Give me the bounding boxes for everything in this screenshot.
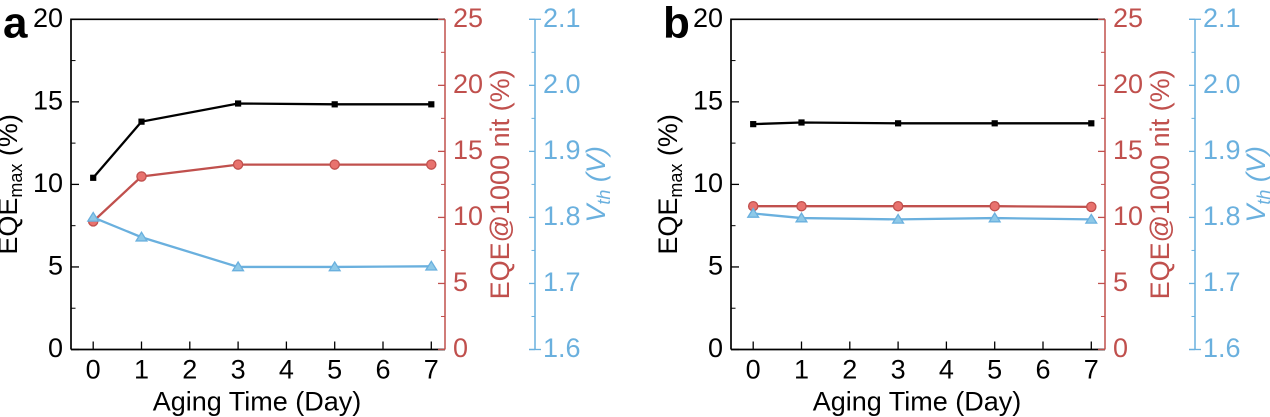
svg-text:EQE@1000 nit (%): EQE@1000 nit (%) (485, 69, 515, 299)
svg-text:Vth (V): Vth (V) (1241, 146, 1270, 223)
svg-text:4: 4 (279, 355, 294, 385)
svg-text:4: 4 (939, 355, 954, 385)
svg-text:2.0: 2.0 (543, 69, 581, 99)
svg-text:0: 0 (1113, 333, 1128, 363)
svg-text:25: 25 (1113, 3, 1143, 33)
svg-text:20: 20 (453, 69, 483, 99)
svg-text:Aging Time (Day): Aging Time (Day) (153, 387, 362, 417)
svg-text:6: 6 (375, 355, 390, 385)
svg-text:7: 7 (424, 355, 439, 385)
svg-text:EQE@1000 nit (%): EQE@1000 nit (%) (1145, 69, 1175, 299)
svg-text:10: 10 (1113, 201, 1143, 231)
svg-text:15: 15 (693, 85, 723, 115)
svg-text:15: 15 (453, 135, 483, 165)
svg-text:5: 5 (1113, 267, 1128, 297)
svg-text:0: 0 (86, 355, 101, 385)
svg-text:2.1: 2.1 (543, 3, 581, 33)
svg-text:2: 2 (842, 355, 857, 385)
svg-text:1.8: 1.8 (543, 201, 581, 231)
svg-text:1.9: 1.9 (543, 135, 581, 165)
svg-text:15: 15 (33, 85, 63, 115)
svg-text:10: 10 (453, 201, 483, 231)
svg-text:20: 20 (1113, 69, 1143, 99)
svg-text:15: 15 (1113, 135, 1143, 165)
svg-text:5: 5 (327, 355, 342, 385)
svg-text:2: 2 (182, 355, 197, 385)
svg-text:1.6: 1.6 (543, 333, 581, 363)
svg-text:1.7: 1.7 (543, 267, 581, 297)
svg-text:20: 20 (693, 3, 723, 33)
svg-text:1.7: 1.7 (1203, 267, 1241, 297)
svg-text:5: 5 (453, 267, 468, 297)
svg-text:3: 3 (891, 355, 906, 385)
svg-text:7: 7 (1084, 355, 1099, 385)
svg-text:a: a (3, 0, 28, 47)
svg-text:Vth (V): Vth (V) (581, 146, 614, 223)
svg-text:1.6: 1.6 (1203, 333, 1241, 363)
svg-text:5: 5 (987, 355, 1002, 385)
svg-text:2.1: 2.1 (1203, 3, 1241, 33)
svg-text:b: b (663, 0, 690, 47)
svg-text:10: 10 (33, 168, 63, 198)
svg-text:0: 0 (708, 333, 723, 363)
svg-text:2.0: 2.0 (1203, 69, 1241, 99)
svg-text:0: 0 (453, 333, 468, 363)
svg-text:1.8: 1.8 (1203, 201, 1241, 231)
svg-text:20: 20 (33, 3, 63, 33)
svg-text:6: 6 (1035, 355, 1050, 385)
svg-text:1: 1 (794, 355, 809, 385)
svg-text:3: 3 (231, 355, 246, 385)
svg-text:1: 1 (134, 355, 149, 385)
svg-text:Aging Time (Day): Aging Time (Day) (813, 387, 1022, 417)
svg-text:0: 0 (48, 333, 63, 363)
svg-text:5: 5 (708, 250, 723, 280)
svg-text:1.9: 1.9 (1203, 135, 1241, 165)
svg-text:5: 5 (48, 250, 63, 280)
svg-text:0: 0 (746, 355, 761, 385)
svg-text:10: 10 (693, 168, 723, 198)
svg-text:25: 25 (453, 3, 483, 33)
